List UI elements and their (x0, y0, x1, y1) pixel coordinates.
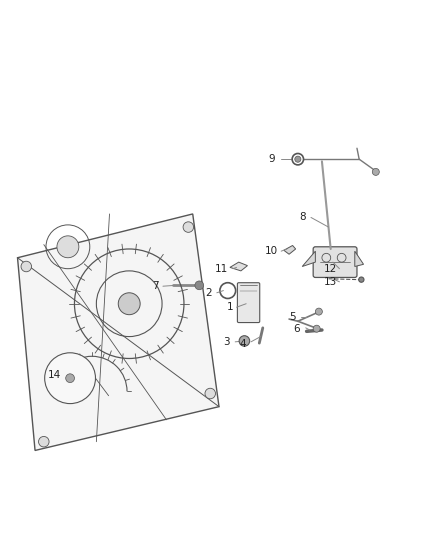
Polygon shape (302, 251, 315, 266)
Text: 12: 12 (324, 264, 337, 273)
Circle shape (118, 293, 140, 314)
Circle shape (183, 222, 194, 232)
Polygon shape (18, 214, 219, 450)
Text: 6: 6 (293, 324, 300, 334)
Circle shape (66, 374, 74, 383)
Text: 11: 11 (215, 264, 228, 273)
Text: 8: 8 (299, 213, 306, 222)
FancyBboxPatch shape (237, 282, 260, 322)
Text: 14: 14 (48, 370, 61, 380)
Circle shape (292, 154, 304, 165)
Circle shape (57, 236, 79, 258)
Circle shape (313, 325, 320, 332)
Text: 13: 13 (324, 277, 337, 287)
Circle shape (295, 156, 301, 162)
Polygon shape (284, 246, 296, 254)
Circle shape (195, 281, 204, 290)
Circle shape (359, 277, 364, 282)
Text: 1: 1 (226, 302, 233, 312)
Text: 10: 10 (265, 246, 278, 256)
Polygon shape (355, 251, 364, 266)
Text: 9: 9 (268, 154, 275, 164)
Polygon shape (230, 262, 247, 271)
Circle shape (21, 261, 32, 272)
Circle shape (315, 308, 322, 315)
Text: 2: 2 (205, 288, 212, 298)
Circle shape (45, 353, 95, 403)
Text: 7: 7 (152, 281, 159, 291)
Circle shape (372, 168, 379, 175)
Circle shape (39, 437, 49, 447)
Circle shape (239, 336, 250, 346)
Text: 3: 3 (223, 337, 230, 347)
Text: 5: 5 (289, 312, 296, 322)
Circle shape (205, 388, 215, 399)
Text: 4: 4 (240, 340, 247, 350)
FancyBboxPatch shape (313, 247, 357, 278)
FancyBboxPatch shape (56, 368, 84, 389)
